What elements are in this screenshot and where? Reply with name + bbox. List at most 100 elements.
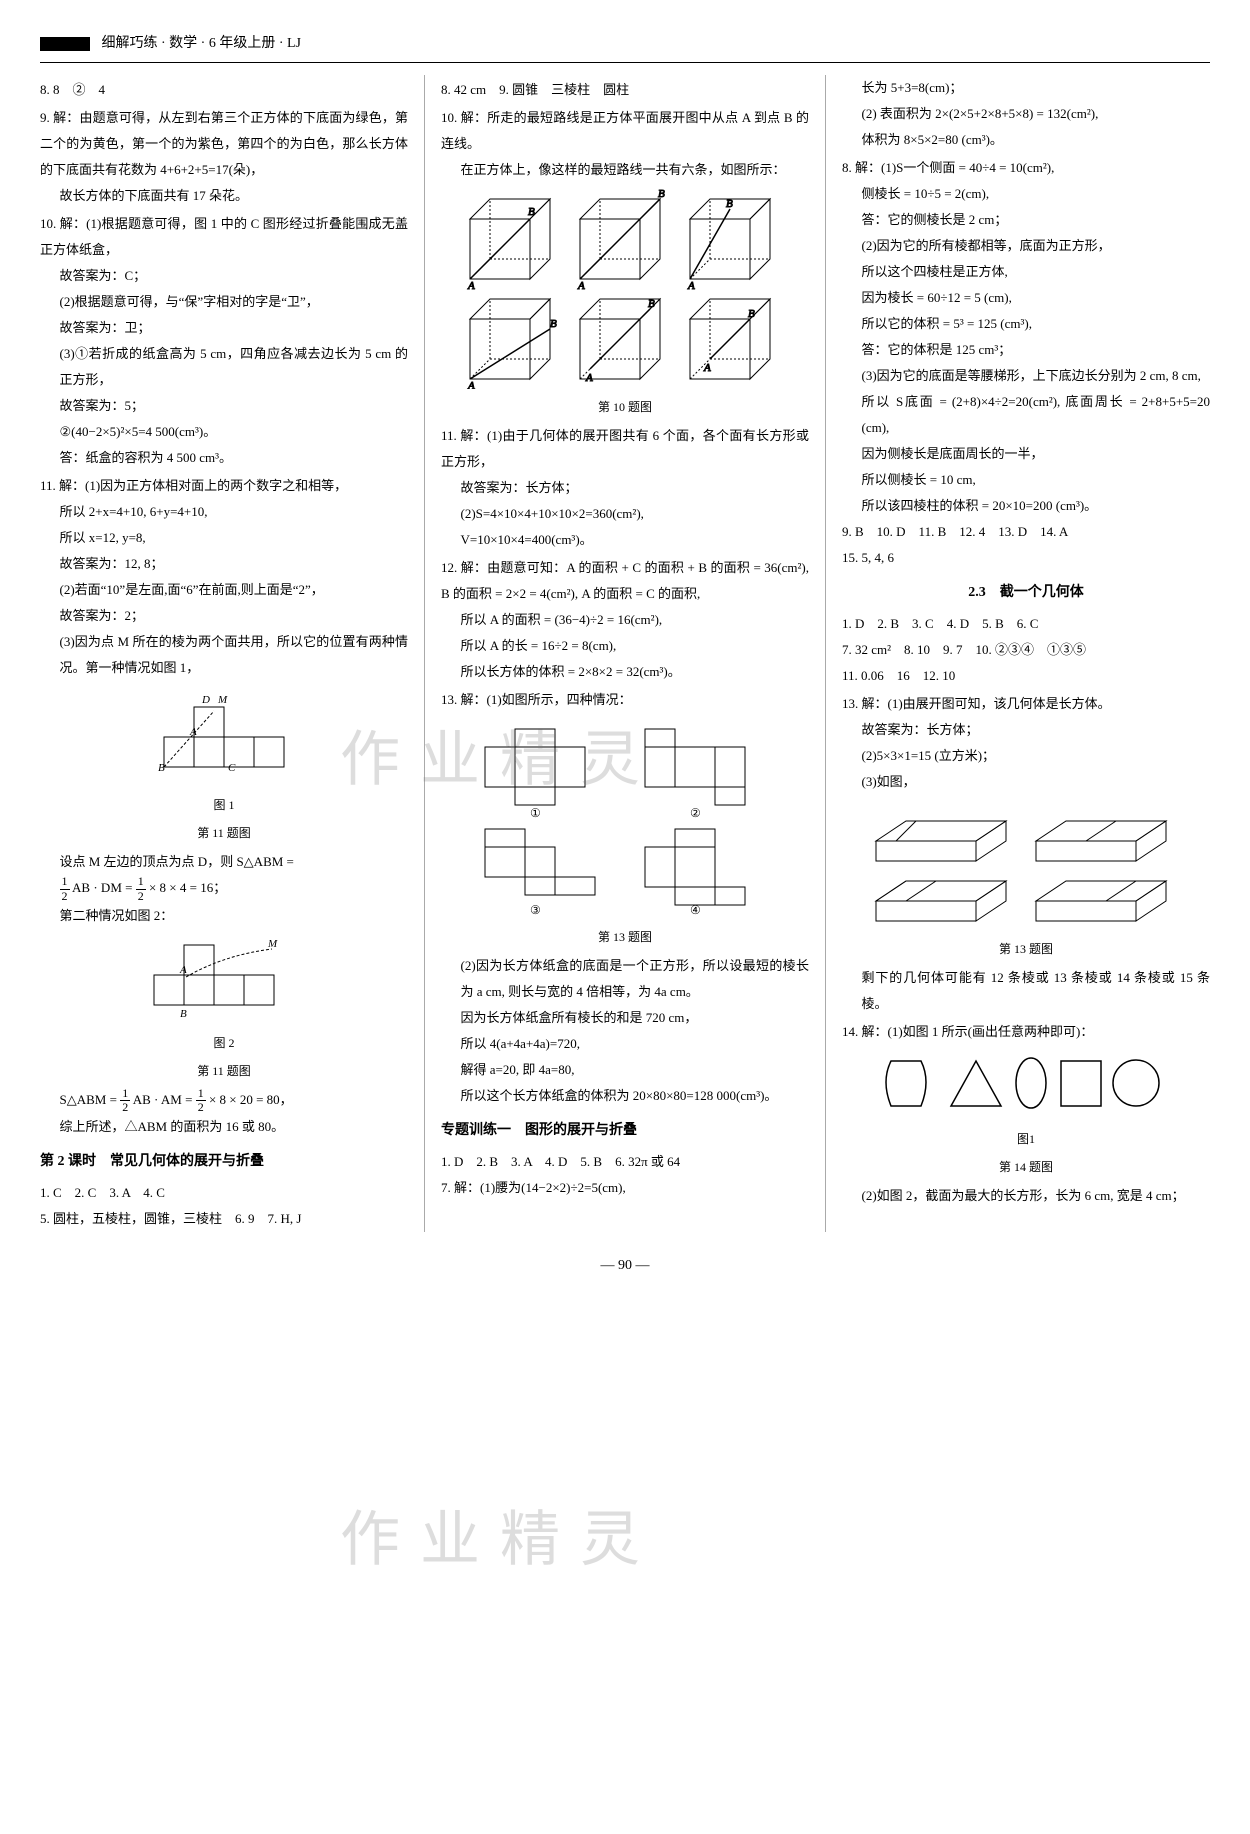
c1-q10c: (3)①若折成的纸盒高为 5 cm，四角应各减去边长为 5 cm 的正方形，: [40, 341, 408, 393]
c1-q11e: 第二种情况如图 2：: [40, 903, 408, 929]
c1-fig2-svg: A M B: [144, 935, 304, 1025]
c3-sec23-ans3: 11. 0.06 16 12. 10: [842, 663, 1210, 689]
c2-fig13: ① ② ③ ④: [441, 719, 809, 919]
c3-q14a: 14. 解：(1)如图 1 所示(画出任意两种即可)：: [842, 1019, 1210, 1045]
svg-text:A: A: [189, 726, 197, 738]
c1-q10c3: ②(40−2×5)²×5=4 500(cm³)。: [40, 419, 408, 445]
c2-q13c: 因为长方体纸盒所有棱长的和是 720 cm，: [441, 1005, 809, 1031]
c2-fig10: AB AB AB: [441, 189, 809, 389]
svg-text:B: B: [180, 1008, 187, 1020]
c1-q10b2: 故答案为：卫；: [40, 315, 408, 341]
svg-text:M: M: [267, 938, 278, 950]
svg-text:B: B: [648, 298, 655, 310]
c2-q11b2: V=10×10×4=400(cm³)。: [441, 527, 809, 553]
c2-q13b: (2)因为长方体纸盒的底面是一个正方形，所以设最短的棱长为 a cm, 则长与宽…: [441, 953, 809, 1005]
c2-fig10-caption: 第 10 题图: [441, 395, 809, 419]
c3-sec23-title: 2.3 截一个几何体: [842, 579, 1210, 607]
c3-q13b: (2)5×3×1=15 (立方米)；: [842, 743, 1210, 769]
c2-q12c: 所以 A 的长 = 16÷2 = 8(cm),: [441, 633, 809, 659]
c3-q8c: (3)因为它的底面是等腰梯形，上下底边长分别为 2 cm, 8 cm,: [842, 363, 1210, 389]
c1-q10c4: 答：纸盒的容积为 4 500 cm³。: [40, 445, 408, 471]
c1-q11f3: × 8 × 20 = 80，: [209, 1092, 293, 1107]
c1-fig1-group-caption: 第 11 题图: [40, 821, 408, 845]
c2-sec-title: 专题训练一 图形的展开与折叠: [441, 1117, 809, 1145]
c3-q8a: 8. 解：(1)S一个侧面 = 40÷4 = 10(cm²),: [842, 155, 1210, 181]
column-1: 8. 8 ② 4 9. 解：由题意可得，从左到右第三个正方体的下底面为绿色，第二…: [40, 75, 408, 1232]
c2-q10b: 在正方体上，像这样的最短路线一共有六条，如图所示：: [441, 157, 809, 183]
c1-q11a: 11. 解：(1)因为正方体相对面上的两个数字之和相等，: [40, 473, 408, 499]
c2-fig13-svg: ① ② ③ ④: [465, 719, 785, 919]
c1-q11b: (2)若面“10”是左面,面“6”在前面,则上面是“2”，: [40, 577, 408, 603]
c1-fig1: D M A B C: [40, 687, 408, 787]
c3-fig14: [842, 1051, 1210, 1121]
c3-q8c2: 所以 S底面 = (2+8)×4÷2=20(cm²), 底面周长 = 2+8+5…: [842, 389, 1210, 441]
c1-fig2-caption: 图 2: [40, 1031, 408, 1055]
c1-q11d3: × 8 × 4 = 16；: [149, 880, 226, 895]
c2-q11b: (2)S=4×10×4+10×10×2=360(cm²),: [441, 501, 809, 527]
c3-ans15: 15. 5, 4, 6: [842, 545, 1210, 571]
c3-q13a: 13. 解：(1)由展开图可知，该几何体是长方体。: [842, 691, 1210, 717]
c1-sec2-title: 第 2 课时 常见几何体的展开与折叠: [40, 1148, 408, 1176]
c1-q10a2: 故答案为：C；: [40, 263, 408, 289]
c3-q8b: (2)因为它的所有棱都相等，底面为正方形，: [842, 233, 1210, 259]
c1-q11f: S△ABM =: [60, 1092, 121, 1107]
c1-q11c: (3)因为点 M 所在的棱为两个面共用，所以它的位置有两种情况。第一种情况如图 …: [40, 629, 408, 681]
svg-text:D: D: [201, 694, 210, 706]
c1-q11a4: 故答案为：12, 8；: [40, 551, 408, 577]
c3-q8a3: 答：它的侧棱长是 2 cm；: [842, 207, 1210, 233]
c3-q8b5: 答：它的体积是 125 cm³；: [842, 337, 1210, 363]
c2-q10a: 10. 解：所走的最短路线是正方体平面展开图中从点 A 到点 B 的连线。: [441, 105, 809, 157]
c3-sec23-ans1: 1. D 2. B 3. C 4. D 5. B 6. C: [842, 611, 1210, 637]
c3-fig13: [842, 801, 1210, 931]
c2-q13a: 13. 解：(1)如图所示，四种情况：: [441, 687, 809, 713]
c3-q8c4: 所以侧棱长 = 10 cm,: [842, 467, 1210, 493]
column-2: 8. 42 cm 9. 圆锥 三棱柱 圆柱 10. 解：所走的最短路线是正方体平…: [424, 75, 809, 1232]
c1-q9: 9. 解：由题意可得，从左到右第三个正方体的下底面为绿色，第二个的为黄色，第一个…: [40, 105, 408, 183]
c3-fig13-caption: 第 13 题图: [842, 937, 1210, 961]
c3-q7a: 长为 5+3=8(cm)；: [842, 75, 1210, 101]
c1-q10a: 10. 解：(1)根据题意可得，图 1 中的 C 图形经过折叠能围成无盖正方体纸…: [40, 211, 408, 263]
svg-text:A: A: [585, 372, 593, 384]
c1-ans2-1: 1. C 2. C 3. A 4. C: [40, 1180, 408, 1206]
c1-fig1-caption: 图 1: [40, 793, 408, 817]
c3-q7b: (2) 表面积为 2×(2×5+2×8+5×8) = 132(cm²),: [842, 101, 1210, 127]
content-columns: 8. 8 ② 4 9. 解：由题意可得，从左到右第三个正方体的下底面为绿色，第二…: [40, 75, 1210, 1232]
header-title: 细解巧练 · 数学 · 6 年级上册 · LJ: [102, 36, 302, 51]
c3-q13c: (3)如图，: [842, 769, 1210, 795]
c2-fig13-l2: ②: [690, 806, 701, 820]
svg-text:B: B: [158, 762, 165, 774]
c2-fig13-caption: 第 13 题图: [441, 925, 809, 949]
c3-q8b4: 所以它的体积 = 5³ = 125 (cm³),: [842, 311, 1210, 337]
c1-fig2: A M B: [40, 935, 408, 1025]
c2-q11a: 11. 解：(1)由于几何体的展开图共有 6 个面，各个面有长方形或正方形，: [441, 423, 809, 475]
frac-half-4: 12: [196, 1087, 206, 1114]
c3-sec23-ans2: 7. 32 cm² 8. 10 9. 7 10. ②③④ ①③⑤: [842, 637, 1210, 663]
c2-q8: 8. 42 cm 9. 圆锥 三棱柱 圆柱: [441, 77, 809, 103]
page-number: — 90 —: [40, 1252, 1210, 1280]
c3-q8c3: 因为侧棱长是底面周长的一半，: [842, 441, 1210, 467]
c3-q13a2: 故答案为：长方体；: [842, 717, 1210, 743]
page-header: 细解巧练 · 数学 · 6 年级上册 · LJ: [40, 30, 1210, 63]
c1-q11d-t1: 设点 M 左边的顶点为点 D，则 S△ABM =: [60, 854, 294, 869]
svg-text:A: A: [467, 280, 475, 292]
c2-q12b: 所以 A 的面积 = (36−4)÷2 = 16(cm²),: [441, 607, 809, 633]
c2-fig13-l1: ①: [530, 806, 541, 820]
c3-fig14-c2: 第 14 题图: [842, 1155, 1210, 1179]
frac-half-2: 12: [136, 875, 146, 902]
c3-fig14-c1: 图1: [842, 1127, 1210, 1151]
c1-q11a3: 所以 x=12, y=8,: [40, 525, 408, 551]
c2-q13d: 所以 4(a+4a+4a)=720,: [441, 1031, 809, 1057]
svg-text:A: A: [179, 964, 187, 976]
svg-text:B: B: [658, 189, 665, 200]
c2-q12d: 所以长方体的体积 = 2×8×2 = 32(cm³)。: [441, 659, 809, 685]
svg-text:M: M: [217, 694, 228, 706]
c3-fig13-svg: [866, 801, 1186, 931]
frac-half-3: 12: [120, 1087, 130, 1114]
c2-ans2: 7. 解：(1)腰为(14−2×2)÷2=5(cm),: [441, 1175, 809, 1201]
frac-half-1: 12: [60, 875, 70, 902]
c3-fig14-svg: [876, 1051, 1176, 1121]
c1-fig2-group-caption: 第 11 题图: [40, 1059, 408, 1083]
svg-text:A: A: [687, 280, 695, 292]
svg-text:A: A: [577, 280, 585, 292]
c3-q13d: 剩下的几何体可能有 12 条棱或 13 条棱或 14 条棱或 15 条棱。: [842, 965, 1210, 1017]
